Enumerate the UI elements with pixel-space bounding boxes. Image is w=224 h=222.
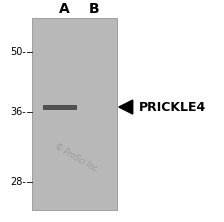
Bar — [43, 105, 77, 109]
Text: PRICKLE4: PRICKLE4 — [139, 101, 206, 113]
Text: 28-: 28- — [10, 177, 26, 187]
Text: 36-: 36- — [10, 107, 26, 117]
Text: © ProSci Inc.: © ProSci Inc. — [54, 142, 101, 174]
Bar — [32, 18, 117, 210]
Text: B: B — [89, 2, 99, 16]
Text: A: A — [59, 2, 70, 16]
Polygon shape — [119, 100, 133, 114]
Text: 50-: 50- — [10, 47, 26, 57]
